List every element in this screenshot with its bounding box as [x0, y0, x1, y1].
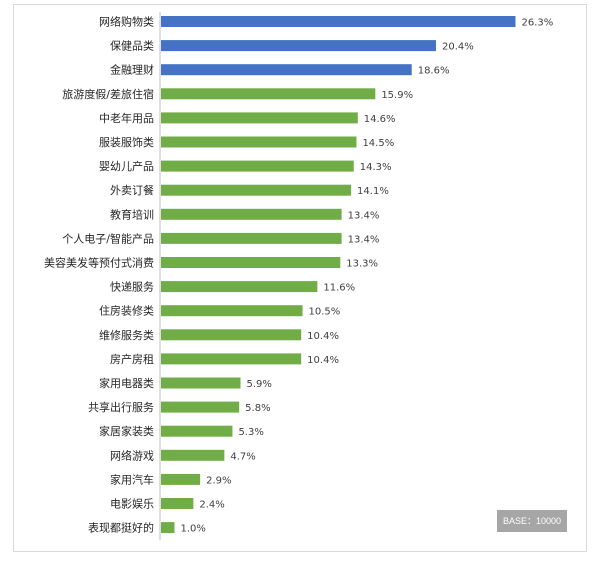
bar: [161, 160, 354, 172]
bar: [161, 281, 318, 293]
bar: [161, 40, 436, 52]
category-label: 美容美发等预付式消费: [44, 256, 154, 270]
value-label: 1.0%: [180, 524, 205, 535]
category-label: 共享出行服务: [88, 400, 154, 414]
value-label: 4.7%: [230, 451, 255, 462]
value-label: 2.9%: [206, 475, 231, 486]
category-label: 家用汽车: [110, 472, 154, 486]
category-label: 外卖订餐: [110, 183, 154, 197]
value-label: 26.3%: [522, 18, 554, 29]
bar: [161, 377, 241, 389]
bar: [161, 232, 342, 244]
category-label: 个人电子/智能产品: [62, 231, 154, 245]
value-label: 15.9%: [381, 90, 413, 101]
bar: [161, 522, 175, 534]
category-label: 维修服务类: [99, 328, 154, 342]
value-label: 13.4%: [348, 234, 380, 245]
category-label: 旅游度假/差旅住宿: [62, 87, 154, 101]
value-label: 10.4%: [307, 355, 339, 366]
category-label: 家居家装类: [99, 424, 154, 438]
bar: [161, 353, 302, 365]
value-label: 10.4%: [307, 331, 339, 342]
category-label: 快递服务: [110, 280, 154, 294]
value-label: 13.3%: [346, 259, 378, 270]
value-label: 10.5%: [309, 307, 341, 318]
value-label: 18.6%: [418, 66, 450, 77]
value-label: 5.9%: [247, 379, 272, 390]
value-label: 13.4%: [348, 210, 380, 221]
category-label: 中老年用品: [99, 111, 154, 125]
category-label: 表现都挺好的: [88, 521, 154, 535]
value-label: 14.6%: [364, 114, 396, 125]
bar: [161, 112, 358, 124]
value-label: 2.4%: [199, 500, 224, 511]
value-label: 11.6%: [323, 283, 355, 294]
bar: [161, 498, 194, 509]
bar: [161, 136, 357, 148]
bar: [161, 208, 342, 220]
bar: [161, 64, 412, 76]
category-label: 网络购物类: [99, 15, 154, 29]
category-label: 网络游戏: [110, 448, 154, 462]
bar: [161, 257, 341, 268]
category-label: 教育培训: [110, 207, 154, 221]
value-label: 5.3%: [238, 427, 263, 438]
value-label: 14.5%: [362, 138, 394, 149]
value-label: 5.8%: [245, 403, 270, 414]
bar: [161, 88, 376, 100]
category-label: 房产房租: [110, 352, 154, 366]
category-label: 服装服饰类: [99, 135, 154, 149]
bar: [161, 16, 516, 27]
bar: [161, 184, 352, 196]
category-label: 家用电器类: [99, 376, 154, 390]
value-label: 20.4%: [442, 42, 474, 53]
bar: [161, 425, 233, 437]
category-label: 住房装修类: [99, 304, 154, 318]
category-label: 保健品类: [110, 39, 154, 53]
bar: [161, 401, 240, 413]
category-label: 金融理财: [110, 63, 154, 77]
category-label: 电影娱乐: [110, 497, 154, 511]
value-label: 14.3%: [360, 162, 392, 173]
category-label: 婴幼儿产品: [99, 159, 154, 173]
bar: [161, 449, 225, 461]
bar: [161, 329, 302, 341]
value-label: 14.1%: [357, 186, 389, 197]
bar: [161, 305, 303, 317]
base-sample-badge: BASE：10000: [497, 510, 567, 532]
bar: [161, 473, 201, 485]
